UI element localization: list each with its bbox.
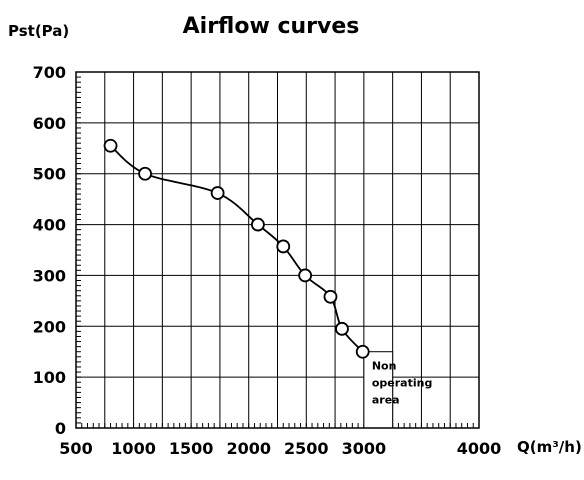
y-tick-label: 0 <box>55 419 66 438</box>
data-point <box>298 268 313 283</box>
x-tick-label: 1000 <box>111 439 156 458</box>
y-tick-label: 400 <box>33 216 66 235</box>
data-point <box>138 166 152 181</box>
chart-title: Airflow curves <box>183 14 360 39</box>
y-tick-label: 100 <box>33 368 66 387</box>
x-tick-label: 3000 <box>342 439 387 458</box>
non-operating-area: Non operating area <box>363 351 432 429</box>
x-tick-label: 2500 <box>284 439 329 458</box>
y-tick-label: 700 <box>33 63 66 82</box>
data-point <box>355 344 370 359</box>
y-tick-label: 300 <box>33 266 66 285</box>
x-axis-label: Q(m³/h) <box>517 438 582 456</box>
y-axis-label: Pst(Pa) <box>8 22 69 40</box>
x-tick-label: 500 <box>59 439 92 458</box>
y-tick-label: 500 <box>33 165 66 184</box>
data-point <box>103 138 118 153</box>
x-tick-label: 4000 <box>457 439 502 458</box>
frame <box>75 71 480 429</box>
data-point <box>251 217 265 232</box>
non-operating-label: Non <box>372 360 397 373</box>
data-point <box>210 186 225 200</box>
data-point <box>323 289 338 304</box>
data-point <box>335 321 349 336</box>
non-operating-label: operating <box>372 377 432 390</box>
airflow-series <box>103 138 370 359</box>
data-point <box>276 239 291 254</box>
x-tick-label: 1500 <box>169 439 214 458</box>
y-tick-label: 200 <box>33 317 66 336</box>
non-operating-label: area <box>372 394 400 407</box>
tick-labels: 0 100 200 300 400 500 600 700 500 1000 1500 2000 250… <box>33 63 502 458</box>
plot-frame <box>75 71 480 429</box>
x-tick-label: 2000 <box>226 439 271 458</box>
y-tick-label: 600 <box>33 114 66 133</box>
